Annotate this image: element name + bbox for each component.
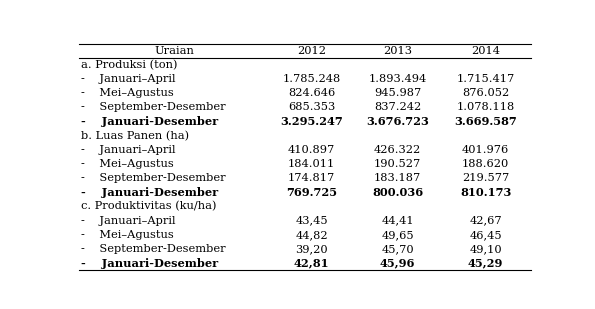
Text: 410.897: 410.897 (288, 145, 336, 155)
Text: 45,70: 45,70 (381, 244, 414, 254)
Text: 39,20: 39,20 (295, 244, 328, 254)
Text: -    September-Desember: - September-Desember (82, 244, 226, 254)
Text: 876.052: 876.052 (462, 88, 509, 98)
Text: 190.527: 190.527 (374, 159, 421, 169)
Text: 2012: 2012 (298, 46, 326, 56)
Text: 2014: 2014 (471, 46, 500, 56)
Text: 43,45: 43,45 (295, 216, 328, 226)
Text: 824.646: 824.646 (288, 88, 336, 98)
Text: a. Produksi (ton): a. Produksi (ton) (82, 60, 178, 70)
Text: 1.078.118: 1.078.118 (456, 103, 515, 112)
Text: 219.577: 219.577 (462, 173, 509, 183)
Text: -    September-Desember: - September-Desember (82, 173, 226, 183)
Text: 837.242: 837.242 (374, 103, 421, 112)
Text: 3.676.723: 3.676.723 (366, 116, 429, 127)
Text: 188.620: 188.620 (462, 159, 509, 169)
Text: b. Luas Panen (ha): b. Luas Panen (ha) (82, 131, 189, 141)
Text: 945.987: 945.987 (374, 88, 421, 98)
Text: -    Januari-Desember: - Januari-Desember (82, 187, 218, 198)
Text: -    September-Desember: - September-Desember (82, 103, 226, 112)
Text: 42,81: 42,81 (294, 258, 330, 269)
Text: 769.725: 769.725 (286, 187, 337, 198)
Text: 183.187: 183.187 (374, 173, 421, 183)
Text: 3.295.247: 3.295.247 (280, 116, 343, 127)
Text: 426.322: 426.322 (374, 145, 421, 155)
Text: -    Januari–April: - Januari–April (82, 216, 176, 226)
Text: -    Januari–April: - Januari–April (82, 74, 176, 84)
Text: 1.715.417: 1.715.417 (456, 74, 515, 84)
Text: 810.173: 810.173 (460, 187, 511, 198)
Text: 800.036: 800.036 (372, 187, 423, 198)
Text: Uraian: Uraian (154, 46, 194, 56)
Text: -    Mei–Agustus: - Mei–Agustus (82, 159, 174, 169)
Text: 45,29: 45,29 (468, 258, 503, 269)
Text: 685.353: 685.353 (288, 103, 336, 112)
Text: -    Mei–Agustus: - Mei–Agustus (82, 230, 174, 240)
Text: 1.893.494: 1.893.494 (368, 74, 427, 84)
Text: 184.011: 184.011 (288, 159, 336, 169)
Text: -    Januari-Desember: - Januari-Desember (82, 258, 218, 269)
Text: c. Produktivitas (ku/ha): c. Produktivitas (ku/ha) (82, 201, 217, 212)
Text: 3.669.587: 3.669.587 (455, 116, 517, 127)
Text: 44,82: 44,82 (295, 230, 328, 240)
Text: 174.817: 174.817 (288, 173, 336, 183)
Text: 49,65: 49,65 (381, 230, 414, 240)
Text: 1.785.248: 1.785.248 (283, 74, 341, 84)
Text: -    Mei–Agustus: - Mei–Agustus (82, 88, 174, 98)
Text: 42,67: 42,67 (469, 216, 502, 226)
Text: 46,45: 46,45 (469, 230, 502, 240)
Text: -    Januari-Desember: - Januari-Desember (82, 116, 218, 127)
Text: 44,41: 44,41 (381, 216, 414, 226)
Text: 2013: 2013 (383, 46, 412, 56)
Text: 49,10: 49,10 (469, 244, 502, 254)
Text: 401.976: 401.976 (462, 145, 509, 155)
Text: -    Januari–April: - Januari–April (82, 145, 176, 155)
Text: 45,96: 45,96 (380, 258, 415, 269)
